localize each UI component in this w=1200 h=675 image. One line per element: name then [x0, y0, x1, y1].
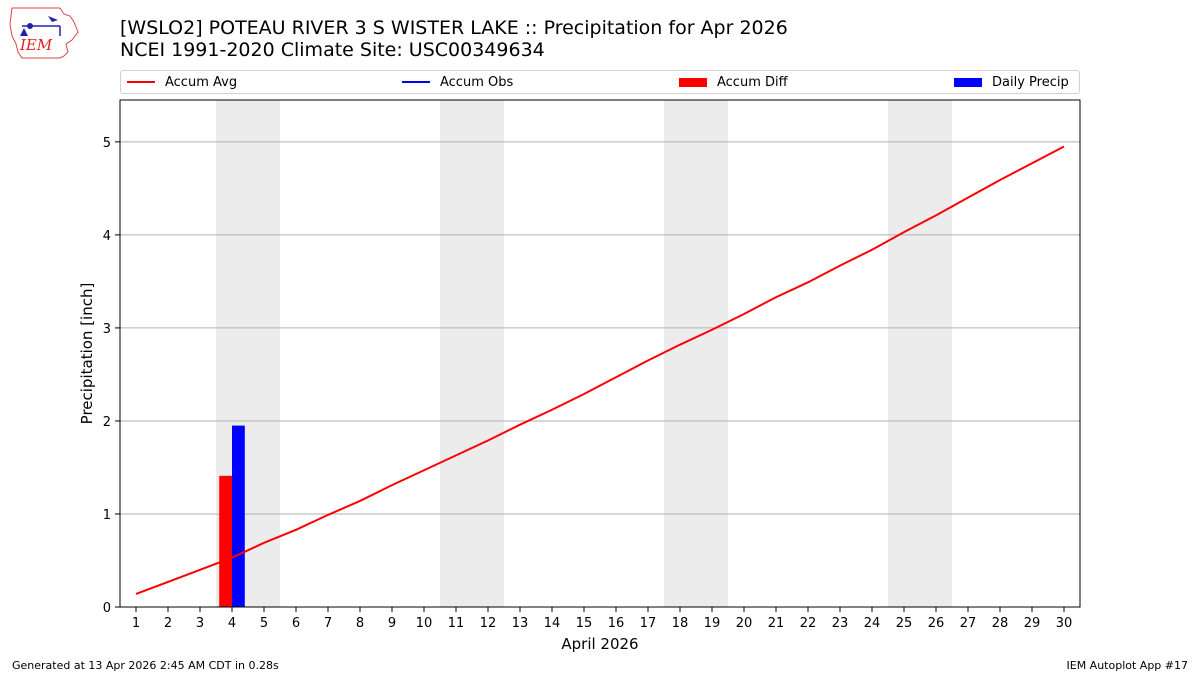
y-tick-label: 4	[103, 229, 111, 244]
x-tick-label: 19	[704, 616, 721, 631]
legend-item-accum-avg: Accum Avg	[127, 71, 237, 93]
x-tick-label: 15	[576, 616, 593, 631]
x-tick-label: 4	[228, 616, 236, 631]
legend-swatch-daily-precip	[954, 77, 982, 87]
gridlines	[120, 141, 1080, 515]
x-tick-label: 20	[736, 616, 753, 631]
chart-subtitle: NCEI 1991-2020 Climate Site: USC00349634	[120, 39, 545, 61]
x-tick-label: 7	[324, 616, 332, 631]
x-tick-label: 29	[1024, 616, 1041, 631]
legend-item-daily-precip: Daily Precip	[954, 71, 1069, 93]
accum-avg-line	[135, 145, 1065, 595]
footer-app: IEM Autoplot App #17	[1066, 659, 1189, 672]
legend-item-accum-diff: Accum Diff	[679, 71, 788, 93]
x-tick-label: 28	[992, 616, 1009, 631]
x-tick-label: 11	[448, 616, 465, 631]
y-tick-label: 3	[103, 322, 111, 337]
x-tick-label: 18	[672, 616, 689, 631]
y-tick-label: 0	[103, 601, 111, 616]
bars	[219, 425, 245, 607]
x-tick-label: 24	[864, 616, 881, 631]
iem-logo: IEM	[9, 7, 79, 59]
x-axis-label: April 2026	[561, 635, 638, 653]
x-tick-label: 25	[896, 616, 913, 631]
x-tick-label: 10	[416, 616, 433, 631]
legend-swatch-accum-avg	[127, 81, 155, 83]
x-tick-label: 3	[196, 616, 204, 631]
weekend-shading	[216, 100, 952, 607]
weekend-band	[664, 100, 728, 607]
y-tick-label: 2	[103, 415, 111, 430]
x-tick-label: 6	[292, 616, 300, 631]
x-tick-label: 16	[608, 616, 625, 631]
weekend-band	[440, 100, 504, 607]
legend-label-daily-precip: Daily Precip	[992, 74, 1069, 90]
x-tick-label: 30	[1056, 616, 1073, 631]
daily-precip-bar	[232, 425, 245, 607]
footer-generated: Generated at 13 Apr 2026 2:45 AM CDT in …	[12, 659, 279, 672]
x-tick-label: 1	[132, 616, 140, 631]
y-tick-label: 5	[103, 136, 111, 151]
logo-text: IEM	[19, 36, 53, 54]
legend-swatch-accum-obs	[402, 81, 430, 83]
x-tick-label: 2	[164, 616, 172, 631]
legend-swatch-accum-diff	[679, 77, 707, 87]
x-tick-label: 12	[480, 616, 497, 631]
y-axis-label: Precipitation [inch]	[78, 283, 96, 425]
chart-title: [WSLO2] POTEAU RIVER 3 S WISTER LAKE :: …	[120, 17, 788, 39]
x-tick-label: 14	[544, 616, 561, 631]
x-tick-label: 17	[640, 616, 657, 631]
legend-label-accum-diff: Accum Diff	[717, 74, 788, 90]
x-tick-label: 9	[388, 616, 396, 631]
legend-label-accum-avg: Accum Avg	[165, 74, 238, 90]
x-tick-label: 23	[832, 616, 849, 631]
x-tick-label: 21	[768, 616, 785, 631]
legend-label-accum-obs: Accum Obs	[440, 74, 514, 90]
x-tick-label: 13	[512, 616, 529, 631]
y-tick-label: 1	[103, 508, 111, 523]
lines	[135, 145, 1065, 595]
x-tick-label: 27	[960, 616, 977, 631]
plot-frame	[119, 99, 1081, 608]
x-tick-label: 26	[928, 616, 945, 631]
x-tick-label: 5	[260, 616, 268, 631]
accum-diff-bar	[219, 475, 232, 607]
x-tick-label: 8	[356, 616, 364, 631]
legend: Accum Avg Accum Obs Accum Diff Daily Pre…	[120, 70, 1080, 94]
weekend-band	[888, 100, 952, 607]
legend-item-accum-obs: Accum Obs	[402, 71, 513, 93]
x-tick-label: 22	[800, 616, 817, 631]
